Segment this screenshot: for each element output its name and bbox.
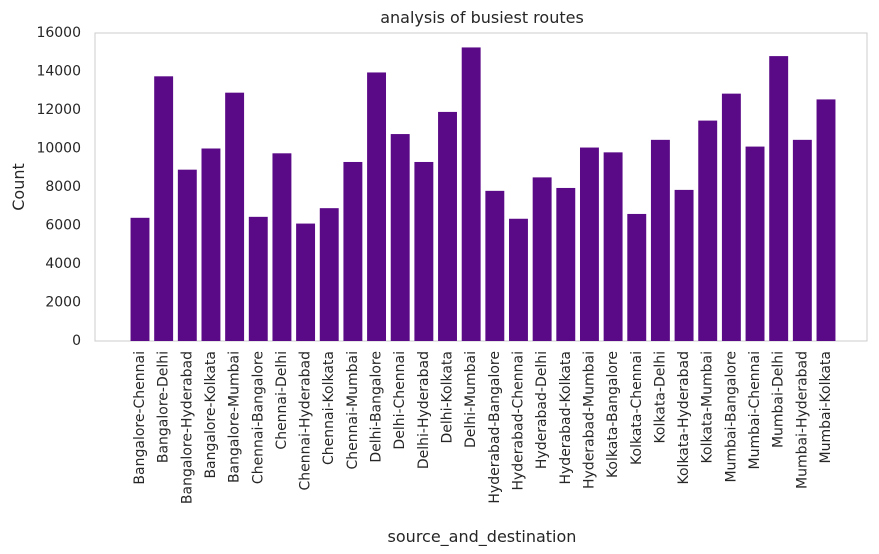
y-tick-label: 4000 [45,256,81,272]
y-tick-label: 10000 [36,141,81,157]
bar-hyderabad-kolkata [556,187,576,341]
x-tick-label: Mumbai-Bangalore [723,351,739,483]
x-tick-label: Kolkata-Chennai [629,351,645,465]
bar-hyderabad-chennai [509,218,528,341]
x-tick-label: Kolkata-Mumbai [700,351,716,463]
x-tick-label: Chennai-Delhi [274,351,290,450]
x-tick-label: Mumbai-Chennai [747,351,763,469]
bar-hyderabad-mumbai [579,147,599,341]
bar-chennai-mumbai [343,161,363,341]
bar-mumbai-hyderabad [792,139,812,341]
bar-delhi-kolkata [438,111,457,341]
x-tick-label: Mumbai-Delhi [771,351,787,448]
x-tick-label: Hyderabad-Kolkata [558,351,574,485]
x-tick-label: Mumbai-Hyderabad [794,351,810,489]
y-tick-label: 6000 [45,218,81,234]
y-tick-label: 14000 [36,64,81,80]
bar-delhi-bangalore [367,72,387,342]
bars-layer [130,47,836,342]
y-axis-title: Count [9,163,28,211]
bar-bangalore-chennai [130,217,150,341]
bar-mumbai-kolkata [816,99,836,341]
bar-kolkata-hyderabad [674,189,694,341]
x-tick-label: Kolkata-Bangalore [605,351,621,478]
bar-chennai-bangalore [248,216,268,341]
x-tick-label: Bangalore-Mumbai [227,351,243,483]
x-tick-label: Delhi-Mumbai [463,351,479,448]
x-tick-label: Chennai-Hyderabad [298,351,314,491]
bar-bangalore-delhi [154,76,174,341]
bar-kolkata-mumbai [698,120,718,341]
bar-kolkata-delhi [650,139,670,341]
bar-kolkata-bangalore [603,152,623,341]
x-tick-label: Mumbai-Kolkata [818,351,834,463]
x-tick-label: Hyderabad-Chennai [510,351,526,491]
x-tick-label: Hyderabad-Mumbai [581,351,597,489]
x-tick-label: Bangalore-Chennai [132,351,148,485]
x-tick-label: Chennai-Mumbai [345,351,361,469]
bar-chennai-hyderabad [296,223,316,341]
bar-mumbai-bangalore [721,93,741,341]
bar-mumbai-chennai [745,146,765,341]
bar-mumbai-delhi [769,56,789,341]
x-tick-label: Delhi-Bangalore [369,351,385,463]
x-tick-label: Bangalore-Kolkata [203,351,219,479]
y-tick-label: 8000 [45,179,81,195]
x-axis-title: source_and_destination [388,527,577,547]
bar-delhi-mumbai [461,47,481,341]
bar-hyderabad-bangalore [485,190,505,341]
bar-chennai-kolkata [319,208,339,341]
bar-kolkata-chennai [627,213,647,341]
bar-bangalore-mumbai [225,92,245,341]
plot-area-frame [94,32,868,342]
y-tick-label: 0 [72,333,81,349]
bar-hyderabad-delhi [532,177,552,342]
x-tick-label: Chennai-Kolkata [321,351,337,465]
x-tick-label: Delhi-Chennai [392,351,408,450]
x-tick-label: Kolkata-Delhi [652,351,668,444]
x-tick-label: Chennai-Bangalore [250,351,266,484]
x-tick-label: Delhi-Hyderabad [416,351,432,469]
y-tick-label: 2000 [45,295,81,311]
x-tick-label: Delhi-Kolkata [440,351,456,444]
chart-title: analysis of busiest routes [380,8,584,27]
y-tick-label: 12000 [36,102,81,118]
y-tick-label: 16000 [36,25,81,41]
x-tick-label: Bangalore-Delhi [156,351,172,463]
x-tick-label: Hyderabad-Delhi [534,351,550,469]
x-tick-label: Kolkata-Hyderabad [676,351,692,485]
bar-delhi-hyderabad [414,161,434,341]
bar-delhi-chennai [390,134,410,341]
x-tick-label: Hyderabad-Bangalore [487,351,503,504]
bar-bangalore-kolkata [201,148,221,341]
x-axis-ticks: Bangalore-Chennai Bangalore-Delhi Bangalor… [132,351,834,504]
y-axis-ticks: 0 2000 4000 6000 8000 10000 12000 14000 16000 [36,25,81,349]
bar-bangalore-hyderabad [177,169,197,341]
bar-chennai-delhi [272,153,292,341]
x-tick-label: Bangalore-Hyderabad [179,351,195,504]
